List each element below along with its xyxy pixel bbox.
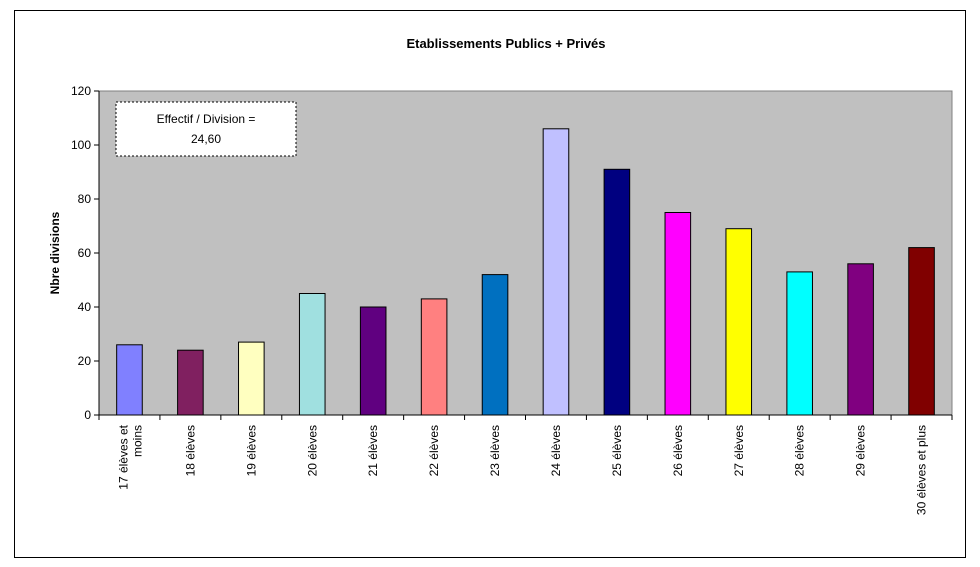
y-tick-label: 0 [84, 408, 91, 422]
x-tick-label: 26 élèves [671, 425, 685, 476]
bar [359, 306, 387, 416]
x-tick-label: 18 élèves [183, 425, 197, 476]
chart-frame: Etablissements Publics + Privés 0 20 40 60 8… [14, 10, 966, 558]
chart-svg: Etablissements Publics + Privés 0 20 40 60 8… [48, 36, 953, 515]
y-tick-label: 80 [78, 192, 92, 206]
x-tick-label: 30 élèves et plus [915, 425, 929, 515]
bar [298, 293, 326, 416]
y-tick-label: 20 [78, 354, 92, 368]
chart-title: Etablissements Publics + Privés [406, 36, 605, 51]
y-tick-label: 120 [71, 84, 91, 98]
bar [420, 298, 448, 416]
x-tick-label: 27 élèves [732, 425, 746, 476]
x-tick-label: 21 élèves [366, 425, 380, 476]
annotation-line-1: Effectif / Division = [157, 112, 256, 126]
x-tick-label: 28 élèves [793, 425, 807, 476]
bar [177, 349, 204, 416]
y-tick-label: 100 [71, 138, 91, 152]
bar [116, 344, 143, 416]
y-axis-label: Nbre divisions [48, 211, 62, 294]
annotation-line-2: 24,60 [191, 132, 221, 146]
x-tick-label: 24 élèves [549, 425, 563, 476]
bar [481, 274, 509, 416]
annotation-box: Effectif / Division = 24,60 [115, 101, 297, 157]
y-tick-label: 60 [78, 246, 92, 260]
bar [786, 271, 813, 416]
x-tick-label: 22 élèves [427, 425, 441, 476]
x-tick-label: 20 élèves [305, 425, 319, 476]
bar [847, 263, 874, 416]
bar [908, 247, 935, 416]
bar [664, 212, 692, 416]
x-tick-label: 23 élèves [488, 425, 502, 476]
x-tick-label: 25 élèves [610, 425, 624, 476]
bar [238, 341, 265, 416]
bar [603, 168, 631, 416]
x-tick-label: 19 élèves [244, 425, 258, 476]
y-tick-label: 40 [78, 300, 92, 314]
bar [725, 228, 753, 416]
x-tick-label: 29 élèves [854, 425, 868, 476]
x-tick-label: 17 élèves etmoins [116, 424, 144, 489]
bar [542, 128, 570, 416]
